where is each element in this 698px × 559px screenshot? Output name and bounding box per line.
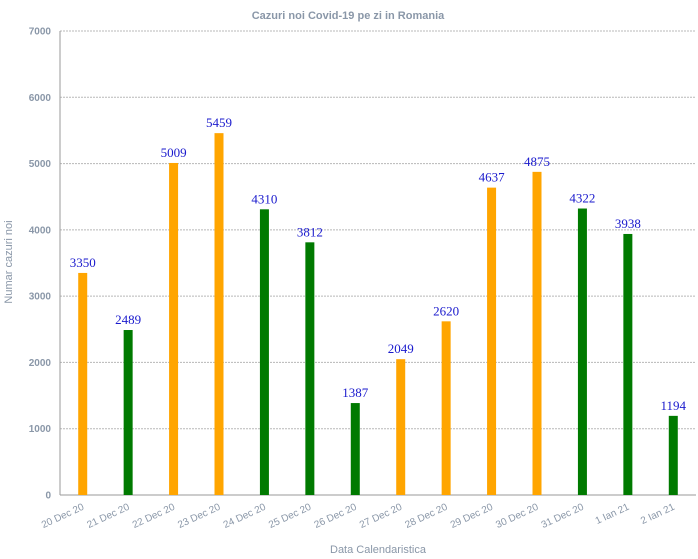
x-tick-label: 22 Dec 20 — [131, 502, 177, 531]
data-label: 4875 — [524, 154, 550, 169]
y-tick-label: 2000 — [29, 358, 52, 369]
data-label: 4322 — [569, 191, 595, 206]
bar — [623, 233, 633, 495]
bar — [214, 133, 224, 495]
data-label: 2489 — [115, 312, 141, 327]
chart-title: Cazuri noi Covid-19 pe zi in Romania — [252, 10, 445, 22]
bar — [169, 162, 179, 495]
x-tick-label: 29 Dec 20 — [449, 502, 495, 531]
data-label: 2049 — [388, 341, 414, 356]
bar — [577, 208, 587, 496]
bar — [78, 272, 88, 495]
y-axis-label: Numar cazuri noi — [3, 220, 15, 303]
bars-layer — [78, 133, 678, 496]
x-tick-label: 25 Dec 20 — [267, 502, 313, 531]
bar — [532, 171, 542, 495]
y-tick-label: 1000 — [29, 424, 52, 435]
bar — [305, 242, 315, 495]
bar — [441, 321, 451, 495]
y-tick-label: 5000 — [29, 159, 52, 170]
grid-layer: 0 1000 2000 3000 4000 5000 6000 7000 — [29, 27, 696, 502]
data-labels-layer: 3350 2489 5009 5459 4310 3812 1387 2049 2620 4637… — [70, 115, 687, 413]
x-tick-label: 23 Dec 20 — [176, 502, 222, 531]
data-label: 1194 — [661, 398, 687, 413]
x-tick-label: 21 Dec 20 — [85, 502, 131, 531]
bar — [123, 330, 133, 495]
x-tick-label: 1 Ian 21 — [594, 502, 632, 527]
bar — [259, 209, 269, 495]
bar — [396, 359, 406, 495]
x-axis-label: Data Calendaristica — [330, 544, 427, 556]
data-label: 3938 — [615, 216, 641, 231]
x-tick-label: 28 Dec 20 — [403, 502, 449, 531]
x-ticks-layer: 20 Dec 20 21 Dec 20 22 Dec 20 23 Dec 20 24 D… — [40, 502, 677, 531]
y-tick-label: 6000 — [29, 93, 52, 104]
bar — [487, 187, 497, 495]
y-tick-label: 3000 — [29, 292, 52, 303]
data-label: 3350 — [70, 255, 96, 270]
bar — [668, 415, 678, 495]
data-label: 4310 — [251, 191, 277, 206]
data-label: 4637 — [479, 170, 506, 185]
x-tick-label: 30 Dec 20 — [494, 502, 540, 531]
y-tick-label: 4000 — [29, 225, 52, 236]
bar — [350, 403, 360, 495]
x-tick-label: 31 Dec 20 — [540, 502, 586, 531]
x-tick-label: 26 Dec 20 — [313, 502, 359, 531]
data-label: 2620 — [433, 303, 459, 318]
x-tick-label: 27 Dec 20 — [358, 502, 404, 531]
data-label: 5009 — [161, 145, 187, 160]
y-tick-label: 7000 — [29, 27, 52, 38]
y-tick-label: 0 — [45, 491, 51, 502]
data-label: 5459 — [206, 115, 232, 130]
x-tick-label: 2 Ian 21 — [639, 502, 677, 527]
x-tick-label: 20 Dec 20 — [40, 502, 86, 531]
data-label: 1387 — [342, 385, 369, 400]
data-label: 3812 — [297, 224, 323, 239]
x-tick-label: 24 Dec 20 — [222, 502, 268, 531]
